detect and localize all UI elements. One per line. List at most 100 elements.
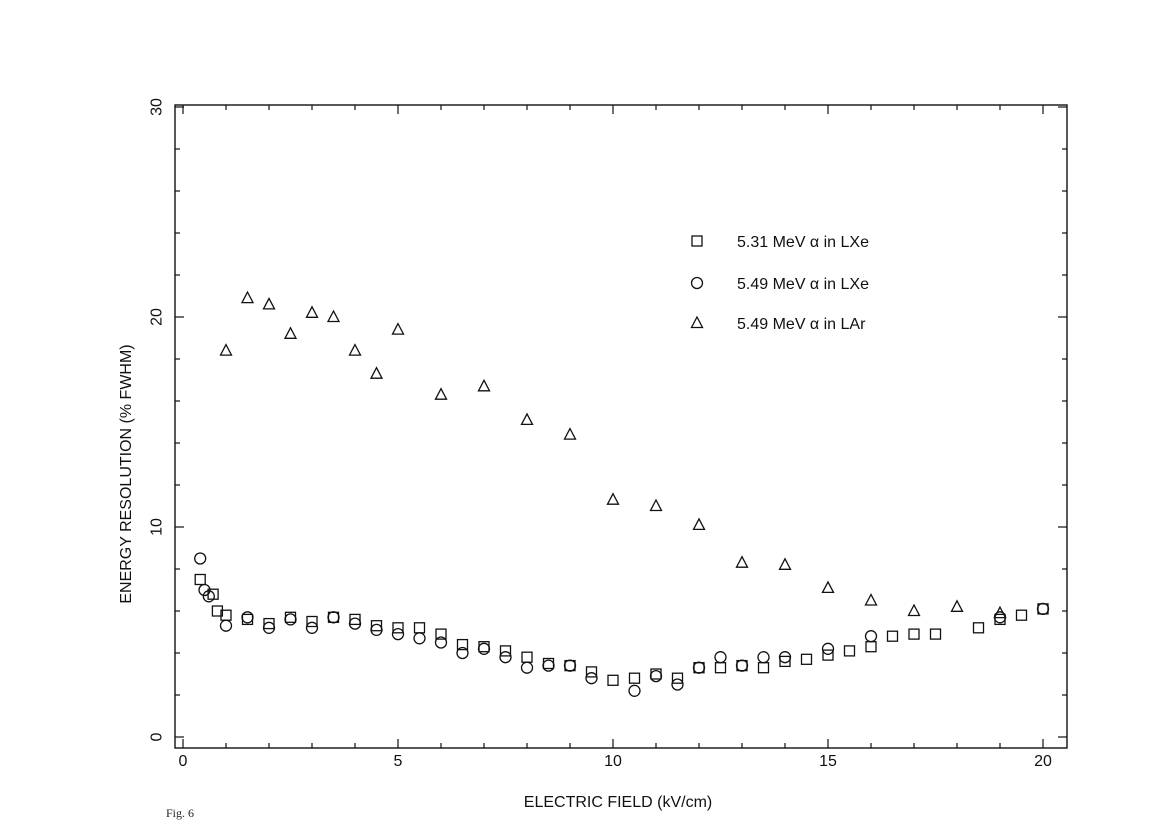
data-point-square [585, 666, 598, 678]
data-point-triangle [326, 309, 341, 323]
data-point-circle [219, 619, 233, 632]
x-tick-label: 0 [179, 753, 188, 770]
data-point-square [370, 620, 383, 632]
data-point-triangle [692, 517, 706, 531]
data-point-triangle [993, 605, 1007, 619]
data-point-circle [413, 632, 426, 645]
data-point-circle [202, 590, 215, 603]
x-tick-label: 10 [604, 753, 622, 770]
data-point-square [456, 638, 469, 651]
data-point-triangle [477, 378, 491, 392]
x-tick-label: 15 [819, 753, 837, 770]
data-point-circle [194, 552, 207, 565]
legend-label: 5.49 MeV α in LXe [737, 276, 869, 293]
data-point-square [392, 622, 404, 634]
data-point-triangle [305, 305, 319, 318]
data-point-triangle [907, 603, 921, 617]
data-point-square [972, 622, 985, 634]
data-point-triangle [563, 427, 577, 440]
data-point-circle [1036, 602, 1050, 616]
data-point-circle [391, 627, 405, 641]
data-point-circle [864, 630, 878, 643]
data-point-square [757, 662, 770, 674]
data-point-square [714, 662, 727, 674]
data-point-square [263, 617, 275, 630]
data-point-triangle [864, 593, 878, 606]
data-point-circle [456, 646, 469, 660]
data-point-circle [370, 623, 383, 637]
data-point-triangle [391, 322, 405, 335]
series-triangle [219, 290, 1007, 619]
data-point-square [349, 613, 361, 626]
data-point-square [499, 645, 512, 657]
data-point-circle [628, 684, 641, 697]
data-point-circle [821, 642, 835, 655]
data-point-triangle [240, 290, 255, 304]
data-point-circle [542, 659, 555, 672]
data-point-square [521, 651, 533, 663]
data-point-circle [649, 669, 663, 683]
data-point-circle [434, 636, 448, 649]
data-point-triangle [434, 387, 448, 400]
data-point-circle [348, 617, 362, 630]
data-point-triangle [520, 412, 534, 426]
data-point-square [1015, 609, 1028, 621]
data-markers [194, 290, 1050, 697]
data-point-triangle [283, 326, 298, 339]
data-point-circle [563, 659, 577, 672]
data-point-circle [198, 583, 211, 597]
x-axis-label: ELECTRIC FIELD (kV/cm) [524, 794, 712, 811]
data-point-triangle [821, 580, 835, 594]
data-point-circle [692, 661, 706, 674]
data-point-triangle [735, 555, 749, 568]
data-point-circle [284, 613, 297, 626]
data-point-square [822, 649, 834, 661]
data-point-circle [757, 651, 770, 664]
data-point-circle [714, 651, 727, 664]
data-point-circle [585, 672, 598, 685]
data-point-square [628, 672, 641, 684]
data-point-square [779, 655, 791, 668]
data-point-square [800, 653, 813, 665]
data-point-square [607, 674, 619, 686]
data-point-square [194, 573, 206, 586]
data-point-circle [735, 659, 749, 672]
data-point-square [886, 630, 899, 642]
data-point-square [211, 605, 224, 617]
data-point-square [843, 645, 856, 657]
data-point-triangle [348, 343, 362, 356]
data-point-circle [778, 651, 792, 664]
data-point-circle [305, 621, 319, 634]
data-point-circle [499, 651, 512, 664]
legend-entry: 5.49 MeV α in LAr [690, 315, 866, 333]
y-axis-label: ENERGY RESOLUTION (% FWHM) [118, 344, 135, 603]
legend-entry: 5.49 MeV α in LXe [690, 276, 869, 293]
x-tick-label: 5 [394, 753, 403, 770]
data-point-circle [671, 678, 684, 691]
legend-marker-circle [690, 276, 704, 290]
y-tick-label: 10 [149, 518, 166, 536]
y-tick-label: 0 [149, 732, 166, 741]
data-point-triangle [262, 296, 276, 310]
data-point-triangle [649, 498, 663, 512]
legend: 5.31 MeV α in LXe 5.49 MeV α in LXe 5.49 M… [690, 234, 869, 333]
data-point-square [435, 628, 447, 640]
data-point-square [929, 628, 942, 640]
data-point-circle [241, 611, 254, 624]
data-point-triangle [950, 599, 964, 612]
figure-label: Fig. 6 [166, 806, 194, 820]
data-point-triangle [219, 343, 233, 356]
data-point-triangle [778, 557, 792, 570]
data-point-triangle [606, 492, 620, 505]
data-point-square [865, 641, 877, 653]
data-point-circle [477, 642, 491, 655]
data-point-circle [262, 621, 276, 634]
legend-entry: 5.31 MeV α in LXe [691, 234, 869, 251]
data-point-circle [327, 611, 340, 624]
legend-marker-triangle [690, 315, 704, 329]
plot-frame [174, 104, 1068, 749]
series-square [194, 573, 1049, 686]
y-tick-label: 30 [149, 98, 166, 116]
